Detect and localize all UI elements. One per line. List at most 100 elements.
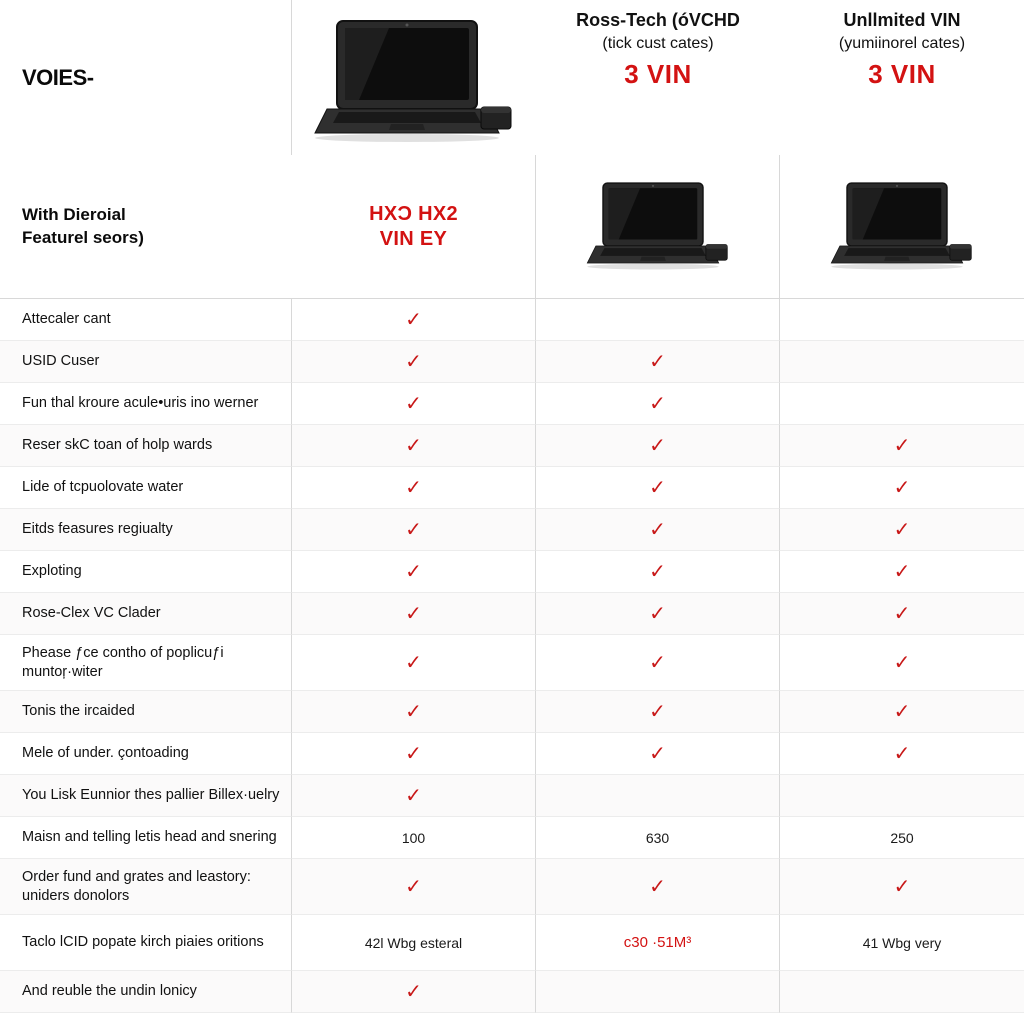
check-icon: ✓ bbox=[405, 650, 422, 675]
feature-row-label: You Lisk Eunnior thes pallier Billex·uel… bbox=[0, 775, 292, 817]
column-header: Ross-Tech (óVCHD(tick cust cates)3 VIN bbox=[536, 0, 780, 155]
check-icon: ✓ bbox=[894, 559, 911, 584]
feature-cell: 100 bbox=[292, 817, 536, 859]
feature-cell: ✓ bbox=[536, 509, 780, 551]
check-icon: ✓ bbox=[649, 349, 666, 374]
check-icon: ✓ bbox=[649, 741, 666, 766]
check-icon: ✓ bbox=[649, 650, 666, 675]
check-icon: ✓ bbox=[649, 391, 666, 416]
feature-row-label: Rose-Clex VC Clader bbox=[0, 593, 292, 635]
check-icon: ✓ bbox=[894, 517, 911, 542]
feature-row-label: Lide of tcpuolovate water bbox=[0, 467, 292, 509]
column-subheader bbox=[780, 155, 1024, 299]
feature-cell bbox=[780, 383, 1024, 425]
check-icon: ✓ bbox=[894, 741, 911, 766]
column-subheader: HXƆ HX2VIN EY bbox=[292, 155, 536, 299]
feature-cell: ✓ bbox=[536, 425, 780, 467]
feature-row-label: Maisn and telling letis head and snering bbox=[0, 817, 292, 859]
feature-cell: ✓ bbox=[780, 551, 1024, 593]
check-icon: ✓ bbox=[405, 349, 422, 374]
feature-cell: ✓ bbox=[536, 733, 780, 775]
feature-cell: ✓ bbox=[536, 551, 780, 593]
feature-cell bbox=[780, 775, 1024, 817]
check-icon: ✓ bbox=[649, 699, 666, 724]
feature-cell bbox=[780, 341, 1024, 383]
feature-cell: ✓ bbox=[292, 299, 536, 341]
feature-row-label: Phease ƒce contho of poplicuƒi muntoŗ·wi… bbox=[0, 635, 292, 691]
feature-cell: 250 bbox=[780, 817, 1024, 859]
feature-cell: ᴄ30 ·51M³ bbox=[536, 915, 780, 971]
feature-row-label: Mele of under. çontoading bbox=[0, 733, 292, 775]
feature-cell: ✓ bbox=[292, 635, 536, 691]
check-icon: ✓ bbox=[649, 433, 666, 458]
feature-cell: ✓ bbox=[536, 593, 780, 635]
feature-cell: ✓ bbox=[292, 383, 536, 425]
feature-cell: ✓ bbox=[292, 509, 536, 551]
feature-cell: ✓ bbox=[536, 691, 780, 733]
feature-cell: ✓ bbox=[780, 509, 1024, 551]
feature-cell: ✓ bbox=[292, 971, 536, 1013]
feature-cell: ✓ bbox=[292, 467, 536, 509]
check-icon: ✓ bbox=[894, 433, 911, 458]
feature-row-label: Order fund and grates and leastory: unid… bbox=[0, 859, 292, 915]
check-icon: ✓ bbox=[649, 601, 666, 626]
column-vin: 3 VIN bbox=[868, 59, 936, 90]
feature-cell: ✓ bbox=[780, 733, 1024, 775]
feature-row-label: Exploting bbox=[0, 551, 292, 593]
feature-cell: ✓ bbox=[292, 341, 536, 383]
check-icon: ✓ bbox=[405, 699, 422, 724]
feature-section-title: With DieroialFeaturel seors) bbox=[0, 155, 292, 299]
feature-cell: ✓ bbox=[780, 425, 1024, 467]
feature-cell: 41 Wbg very bbox=[780, 915, 1024, 971]
check-icon: ✓ bbox=[649, 559, 666, 584]
check-icon: ✓ bbox=[405, 783, 422, 808]
feature-cell bbox=[536, 299, 780, 341]
feature-row-label: Eitds feasures regiualty bbox=[0, 509, 292, 551]
check-icon: ✓ bbox=[405, 517, 422, 542]
column-header bbox=[292, 0, 536, 155]
check-icon: ✓ bbox=[405, 475, 422, 500]
feature-row-label: Attecaler cant bbox=[0, 299, 292, 341]
column-header: Unllmited VIN(yumiinorel cates)3 VIN bbox=[780, 0, 1024, 155]
feature-cell: ✓ bbox=[780, 635, 1024, 691]
feature-cell: ✓ bbox=[780, 593, 1024, 635]
check-icon: ✓ bbox=[894, 699, 911, 724]
check-icon: ✓ bbox=[894, 475, 911, 500]
feature-row-label: Taclo lCID popate kirch piaies oritions bbox=[0, 915, 292, 971]
check-icon: ✓ bbox=[649, 517, 666, 542]
feature-cell: ✓ bbox=[536, 859, 780, 915]
feature-row-label: And reuble the undin lonicy bbox=[0, 971, 292, 1013]
feature-cell: ✓ bbox=[292, 593, 536, 635]
feature-row-label: Fun thal kroure acule•uris ino werner bbox=[0, 383, 292, 425]
column-title: Ross-Tech (óVCHD bbox=[576, 10, 740, 31]
feature-cell: ✓ bbox=[292, 691, 536, 733]
feature-cell: ✓ bbox=[536, 635, 780, 691]
feature-cell: ✓ bbox=[780, 467, 1024, 509]
feature-row-label: Tonis the ircaided bbox=[0, 691, 292, 733]
column-subheader bbox=[536, 155, 780, 299]
check-icon: ✓ bbox=[405, 601, 422, 626]
feature-row-label: Reser skC toan of holp wards bbox=[0, 425, 292, 467]
check-icon: ✓ bbox=[894, 650, 911, 675]
check-icon: ✓ bbox=[405, 559, 422, 584]
feature-cell: ✓ bbox=[536, 467, 780, 509]
feature-cell: ✓ bbox=[292, 425, 536, 467]
check-icon: ✓ bbox=[405, 433, 422, 458]
feature-cell: ✓ bbox=[780, 691, 1024, 733]
check-icon: ✓ bbox=[894, 601, 911, 626]
feature-cell: ✓ bbox=[292, 733, 536, 775]
feature-cell: ✓ bbox=[292, 775, 536, 817]
check-icon: ✓ bbox=[405, 979, 422, 1004]
check-icon: ✓ bbox=[649, 475, 666, 500]
column-vin: 3 VIN bbox=[624, 59, 692, 90]
feature-cell: ✓ bbox=[536, 341, 780, 383]
check-icon: ✓ bbox=[405, 874, 422, 899]
feature-cell: 42l Wbg esteral bbox=[292, 915, 536, 971]
feature-cell: ✓ bbox=[292, 859, 536, 915]
brand-logo: VOIES- bbox=[0, 0, 292, 155]
check-icon: ✓ bbox=[405, 391, 422, 416]
feature-cell bbox=[780, 299, 1024, 341]
feature-cell bbox=[536, 775, 780, 817]
check-icon: ✓ bbox=[405, 741, 422, 766]
feature-row-label: USID Cuser bbox=[0, 341, 292, 383]
